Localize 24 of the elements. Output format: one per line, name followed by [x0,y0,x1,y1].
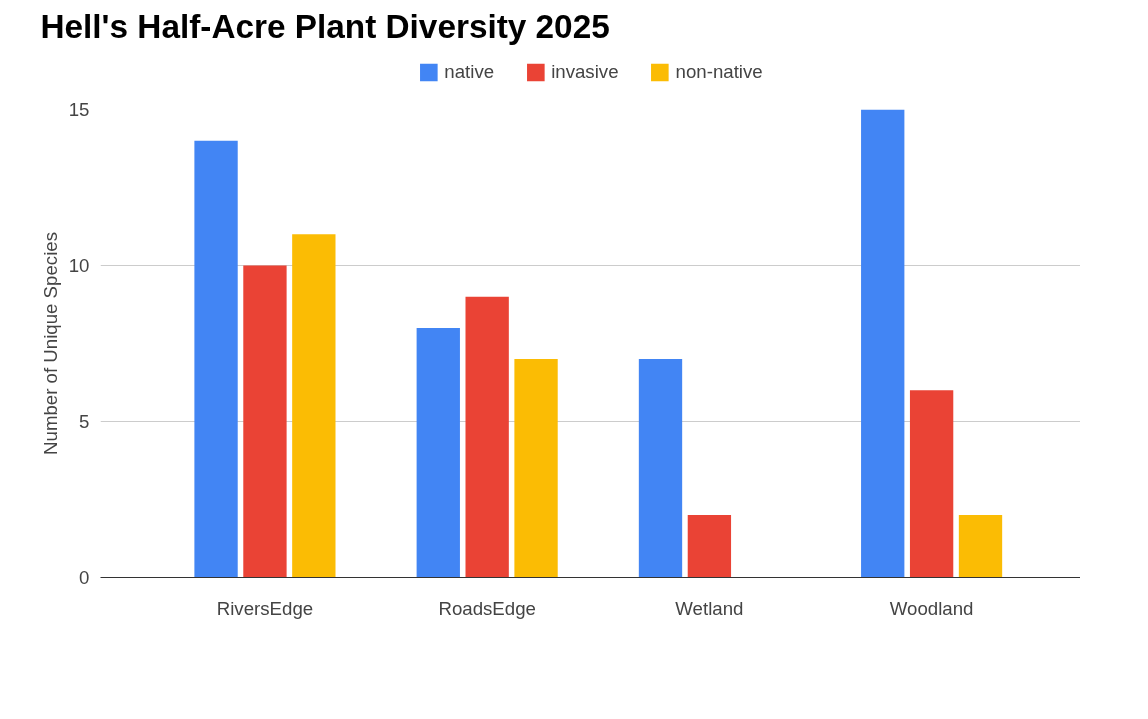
x-tick-label: Woodland [889,597,974,619]
bar [416,327,460,578]
bar [909,390,954,578]
bar [861,109,905,578]
legend-label: native [444,61,495,83]
legend-label: non-native [675,61,763,83]
x-tick-label: RoadsEdge [438,597,536,619]
legend-label: invasive [551,61,619,83]
bar [465,296,509,578]
y-tick-label: 10 [68,255,90,276]
y-tick-label: 0 [79,567,90,588]
y-axis-title: Number of Unique Species [39,232,61,455]
bar [194,140,238,578]
y-tick-label: 15 [68,99,90,120]
x-tick-label: RiversEdge [216,597,314,619]
y-tick-label: 5 [79,411,90,432]
bar [687,515,732,578]
chart-title: Hell's Half-Acre Plant Diversity 2025 [40,7,610,45]
x-tick-label: Wetland [675,597,744,619]
bar [243,265,287,578]
bar [292,234,336,578]
bar [638,359,683,578]
bar [514,359,558,578]
bar [958,515,1003,578]
